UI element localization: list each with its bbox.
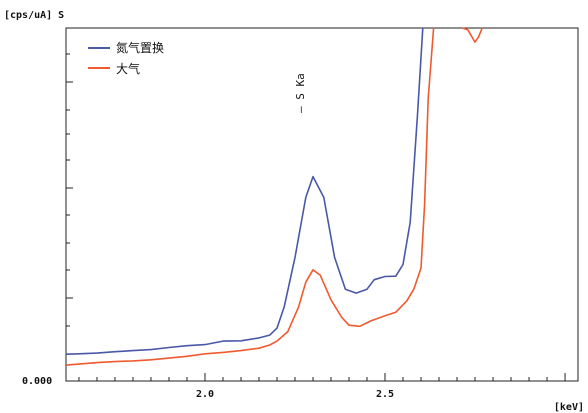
y-tick-label-zero: 0.000 xyxy=(22,376,52,387)
series-line-1 xyxy=(65,27,435,366)
legend: 氮气置换 大气 xyxy=(88,40,164,76)
x-axis-label: [keV] xyxy=(554,402,584,413)
x-tick-label: 2.0 xyxy=(196,389,214,400)
legend-label-air: 大气 xyxy=(116,61,140,76)
legend-label-nitrogen: 氮气置换 xyxy=(116,40,164,55)
x-tick-label: 2.5 xyxy=(376,389,394,400)
plot-frame xyxy=(65,27,579,382)
y-axis-label: [cps/uA] S xyxy=(4,10,64,21)
s-ka-annotation: — S Ka xyxy=(294,73,307,113)
series-line-0 xyxy=(65,27,424,355)
series-group xyxy=(65,27,483,366)
series-line-2 xyxy=(462,27,483,43)
x-tick-group: 2.0 2.5 xyxy=(78,373,566,400)
